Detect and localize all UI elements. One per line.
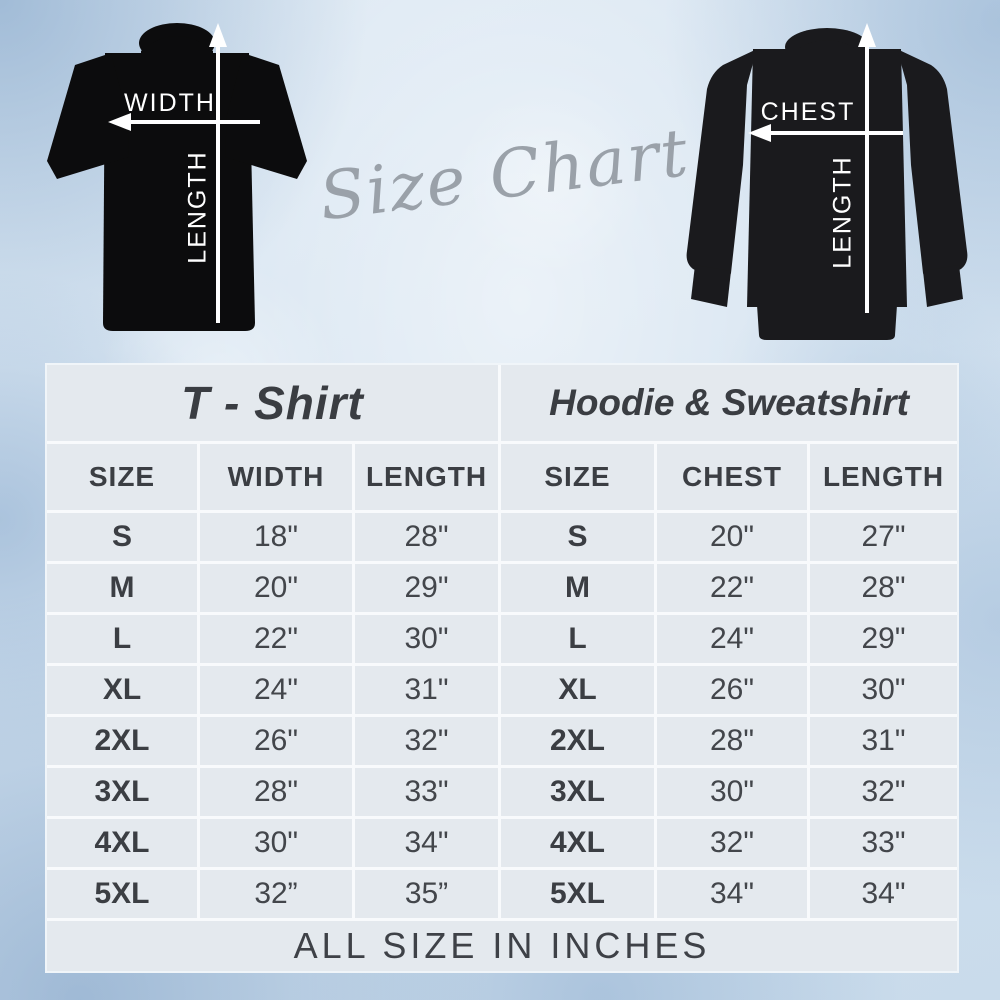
- column-header: CHEST: [657, 444, 807, 510]
- table-cell: M: [47, 564, 197, 612]
- table-cell: 29": [810, 615, 957, 663]
- length-arrowhead: [858, 23, 876, 47]
- tshirt-length-label: LENGTH: [183, 150, 212, 264]
- tshirt-table-title: T - Shirt: [47, 365, 498, 441]
- table-cell: 28": [810, 564, 957, 612]
- table-cell: 2XL: [47, 717, 197, 765]
- table-cell: 33": [355, 768, 498, 816]
- table-cell: 24": [657, 615, 807, 663]
- sweatshirt-length-label: LENGTH: [828, 155, 857, 269]
- table-cell: 30": [200, 819, 352, 867]
- table-cell: 32": [355, 717, 498, 765]
- sweatshirt-measure-arrows: [748, 23, 903, 313]
- table-cell: 4XL: [501, 819, 654, 867]
- table-cell: 33": [810, 819, 957, 867]
- table-cell: 32": [810, 768, 957, 816]
- column-header: SIZE: [47, 444, 197, 510]
- tshirt-width-label: WIDTH: [124, 89, 216, 117]
- table-cell: 27": [810, 513, 957, 561]
- table-cell: 28": [657, 717, 807, 765]
- table-cell: 34": [810, 870, 957, 918]
- script-title: Size Chart: [315, 113, 694, 236]
- table-cell: 29": [355, 564, 498, 612]
- size-table: T - Shirt Hoodie & Sweatshirt SIZE WIDTH…: [45, 363, 959, 973]
- tshirt-figure: WIDTH LENGTH: [35, 5, 335, 345]
- table-cell: 32": [657, 819, 807, 867]
- table-cell: S: [47, 513, 197, 561]
- table-cell: 35”: [355, 870, 498, 918]
- column-header: LENGTH: [355, 444, 498, 510]
- table-cell: L: [501, 615, 654, 663]
- tshirt-measure-arrows: [108, 23, 260, 323]
- table-cell: 31": [355, 666, 498, 714]
- table-cell: 5XL: [47, 870, 197, 918]
- table-cell: 28": [200, 768, 352, 816]
- hoodie-table-title: Hoodie & Sweatshirt: [501, 365, 957, 441]
- chest-arrowhead: [748, 124, 771, 142]
- table-cell: 32”: [200, 870, 352, 918]
- column-header: SIZE: [501, 444, 654, 510]
- table-cell: 20": [657, 513, 807, 561]
- table-cell: 22": [200, 615, 352, 663]
- table-cell: 20": [200, 564, 352, 612]
- column-header: LENGTH: [810, 444, 957, 510]
- table-cell: 4XL: [47, 819, 197, 867]
- table-cell: 3XL: [47, 768, 197, 816]
- table-cell: 30": [355, 615, 498, 663]
- table-cell: 2XL: [501, 717, 654, 765]
- table-cell: XL: [501, 666, 654, 714]
- length-arrowhead: [209, 23, 227, 47]
- table-cell: 24": [200, 666, 352, 714]
- table-cell: M: [501, 564, 654, 612]
- table-cell: 22": [657, 564, 807, 612]
- table-cell: 18": [200, 513, 352, 561]
- table-cell: L: [47, 615, 197, 663]
- column-header: WIDTH: [200, 444, 352, 510]
- table-cell: 26": [200, 717, 352, 765]
- width-arrowhead: [108, 113, 131, 131]
- table-cell: 31": [810, 717, 957, 765]
- units-note: ALL SIZE IN INCHES: [47, 921, 957, 971]
- table-cell: S: [501, 513, 654, 561]
- table-cell: 30": [810, 666, 957, 714]
- table-cell: XL: [47, 666, 197, 714]
- table-cell: 3XL: [501, 768, 654, 816]
- table-cell: 30": [657, 768, 807, 816]
- table-cell: 5XL: [501, 870, 654, 918]
- sweatshirt-figure: CHEST LENGTH: [675, 5, 980, 345]
- table-cell: 34": [657, 870, 807, 918]
- sweatshirt-chest-label: CHEST: [760, 98, 856, 126]
- table-cell: 34": [355, 819, 498, 867]
- table-cell: 28": [355, 513, 498, 561]
- table-cell: 26": [657, 666, 807, 714]
